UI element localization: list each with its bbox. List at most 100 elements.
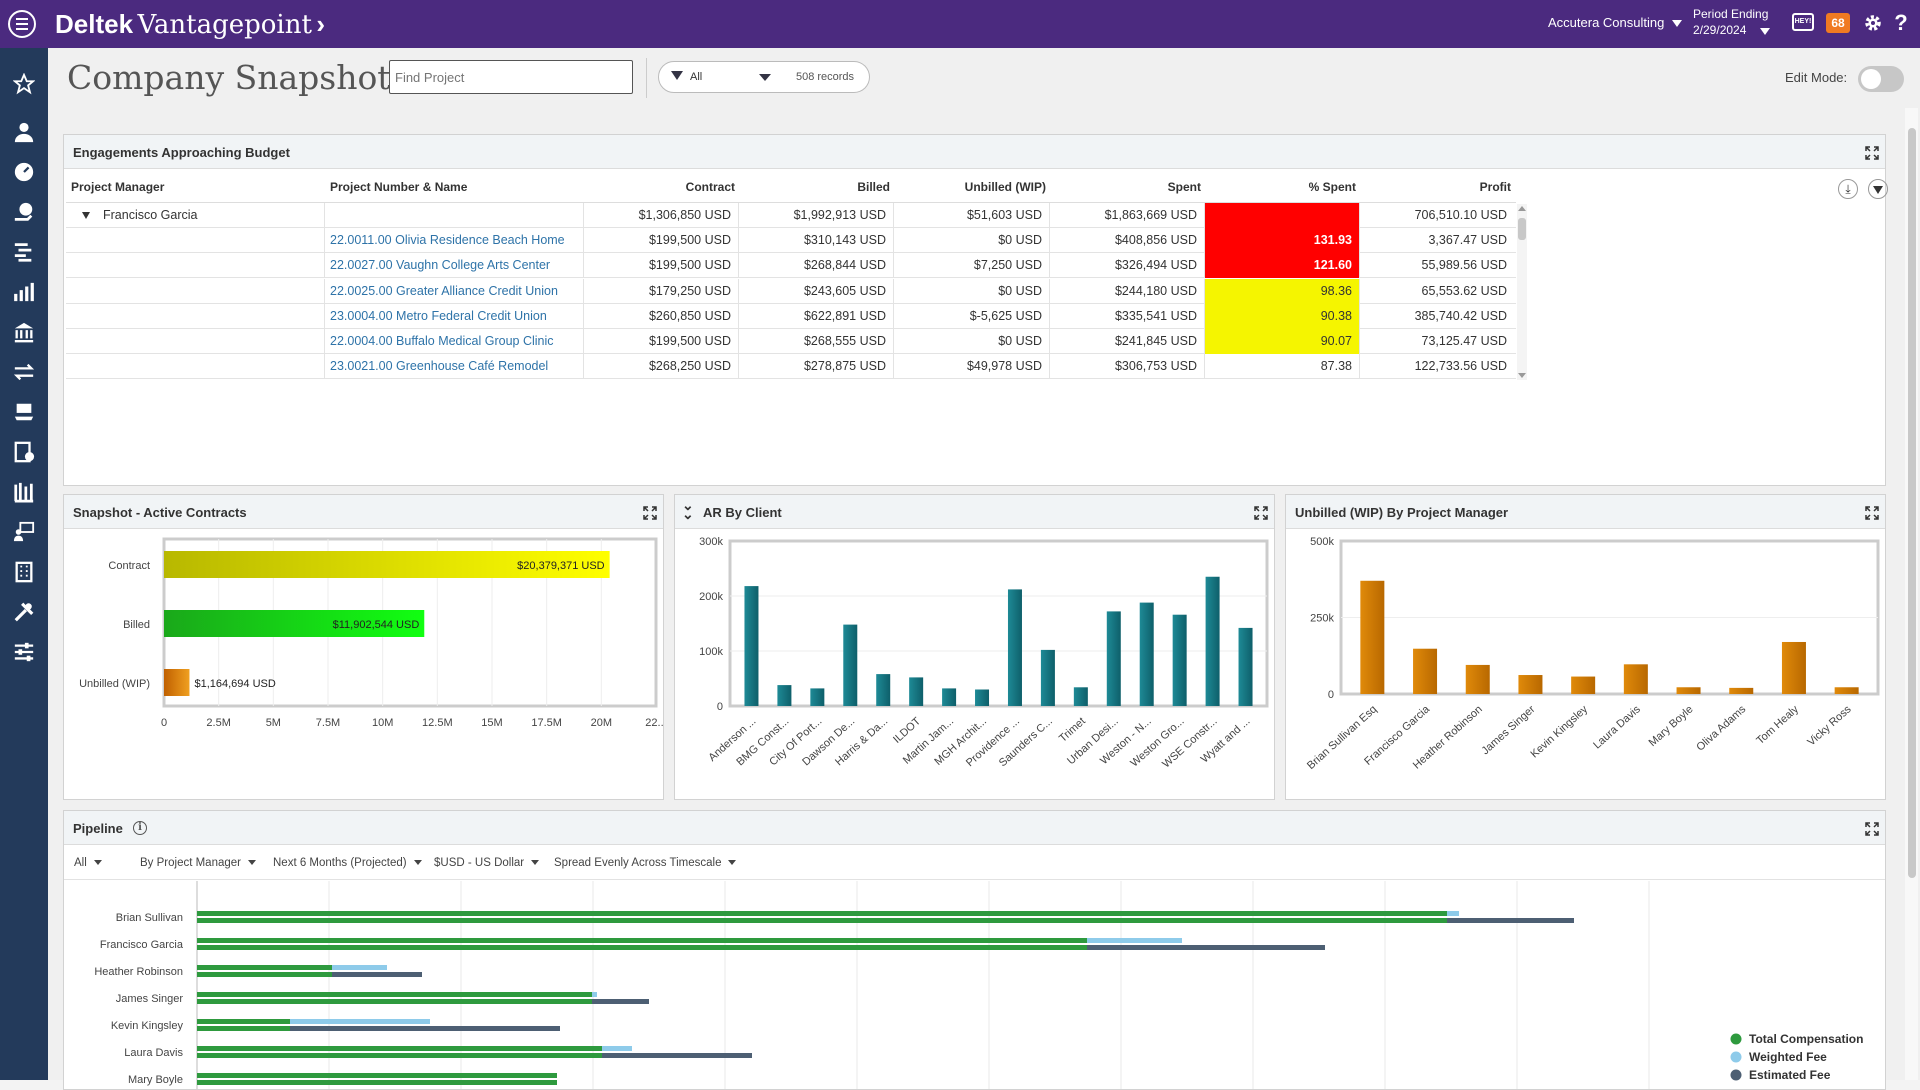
cell-name[interactable]: 23.0004.00 Metro Federal Credit Union: [330, 308, 547, 323]
legend-swatch: [1730, 1069, 1742, 1081]
bar: [1007, 589, 1022, 706]
dashboard-gauge-icon[interactable]: [8, 156, 40, 188]
table-scrollbar[interactable]: [1517, 204, 1527, 380]
x-tick-label: 20M: [591, 717, 612, 729]
cell-profit: 706,510.10 USD: [1414, 208, 1507, 222]
th-pct-spent[interactable]: % Spent: [1308, 180, 1356, 194]
sliders-icon[interactable]: [8, 636, 40, 668]
th-spent[interactable]: Spent: [1167, 180, 1201, 194]
help-icon[interactable]: ?: [1894, 10, 1908, 35]
y-tick-label: 500k: [1310, 536, 1334, 548]
estimated-fee-bar: [1087, 945, 1325, 950]
th-billed[interactable]: Billed: [857, 180, 890, 194]
company-selector[interactable]: Accutera Consulting: [1548, 15, 1682, 30]
y-tick-label: 300k: [699, 536, 723, 548]
app-logo[interactable]: Deltek Vantagepoint ›: [55, 8, 325, 40]
hey-chat-icon[interactable]: HEY!: [1792, 13, 1814, 31]
tools-icon[interactable]: [8, 596, 40, 628]
cell-name[interactable]: 22.0004.00 Buffalo Medical Group Clinic: [330, 334, 554, 348]
ledger-icon[interactable]: [8, 436, 40, 468]
pipeline-filter-group[interactable]: By Project Manager: [140, 857, 256, 869]
manager-label: Brian Sullivan: [116, 912, 183, 924]
find-project-input[interactable]: [389, 60, 633, 94]
export-icon[interactable]: ⤓: [1838, 179, 1858, 199]
expand-icon[interactable]: [1865, 822, 1879, 836]
pipeline-filter-period[interactable]: Next 6 Months (Projected): [273, 857, 422, 869]
gear-icon[interactable]: [1862, 12, 1884, 34]
bar-chart-icon[interactable]: [8, 276, 40, 308]
cell-pct: 98.36: [1320, 283, 1352, 298]
category-label: Unbilled (WIP): [79, 678, 150, 690]
table-row[interactable]: 23.0021.00 Greenhouse Café Remodel $268,2…: [66, 354, 1516, 380]
person-icon[interactable]: [8, 116, 40, 148]
cell-spent: $306,753 USD: [1114, 359, 1197, 374]
th-project-number-name[interactable]: Project Number & Name: [330, 180, 468, 194]
scroll-up-icon[interactable]: [1518, 206, 1526, 211]
th-unbilled[interactable]: Unbilled (WIP): [964, 180, 1046, 194]
table-row[interactable]: 23.0004.00 Metro Federal Credit Union $26…: [66, 303, 1516, 329]
bar: [1040, 649, 1055, 706]
pipeline-filter-all[interactable]: All: [74, 857, 102, 869]
info-icon[interactable]: i: [133, 821, 147, 835]
column-divider: [324, 329, 325, 354]
column-divider: [583, 253, 584, 279]
transfer-arrows-icon[interactable]: [8, 356, 40, 388]
money-stack-icon[interactable]: [8, 396, 40, 428]
legend-label: Total Compensation: [1749, 1032, 1863, 1046]
th-contract[interactable]: Contract: [685, 180, 735, 194]
project-tree-icon[interactable]: [8, 236, 40, 268]
cell-billed: $268,844 USD: [803, 258, 886, 273]
active-contracts-title: Snapshot - Active Contracts: [73, 505, 247, 520]
bar: [876, 674, 891, 706]
column-divider: [893, 329, 894, 354]
group-row[interactable]: Francisco Garcia $1,306,850 USD $1,992,913…: [66, 203, 1516, 228]
bar: [1360, 580, 1385, 694]
cell-contract: $199,500 USD: [648, 258, 731, 273]
filter-dropdown[interactable]: All: [658, 61, 782, 93]
collapse-chevrons-icon[interactable]: ⌄ ⌄: [682, 497, 694, 522]
cell-name[interactable]: 22.0027.00 Vaughn College Arts Center: [330, 258, 551, 273]
caret-down-icon: [1671, 20, 1682, 28]
edit-mode-toggle[interactable]: [1858, 66, 1904, 92]
hamburger-menu-icon[interactable]: [6, 8, 38, 40]
expand-icon[interactable]: [643, 506, 657, 520]
notification-badge[interactable]: 68: [1826, 13, 1850, 33]
globe-hand-icon[interactable]: [8, 196, 40, 228]
weighted-fee-bar: [290, 1019, 430, 1024]
table-row[interactable]: 22.0004.00 Buffalo Medical Group Clinic $…: [66, 329, 1516, 354]
presenter-icon[interactable]: [8, 516, 40, 548]
table-filter-icon[interactable]: [1868, 179, 1888, 199]
table-row[interactable]: 22.0025.00 Greater Alliance Credit Union…: [66, 278, 1516, 304]
table-row[interactable]: 22.0011.00 Olivia Residence Beach Home $1…: [66, 228, 1516, 254]
th-project-manager[interactable]: Project Manager: [71, 180, 165, 194]
cell-name[interactable]: 22.0011.00 Olivia Residence Beach Home: [330, 233, 565, 248]
expand-icon[interactable]: [1254, 506, 1268, 520]
dropdown-label: All: [74, 857, 87, 869]
cell-name[interactable]: 22.0025.00 Greater Alliance Credit Union: [330, 283, 558, 298]
category-label: Oliva Adams: [1694, 703, 1748, 754]
unbilled-by-pm-panel: Unbilled (WIP) By Project Manager 0 250k 5…: [1285, 494, 1886, 800]
cell-name[interactable]: 23.0021.00 Greenhouse Café Remodel: [330, 359, 549, 374]
pipeline-filter-spread[interactable]: Spread Evenly Across Timescale: [554, 857, 737, 869]
expand-icon[interactable]: [1865, 146, 1879, 160]
scroll-thumb[interactable]: [1518, 218, 1526, 240]
star-icon[interactable]: [8, 68, 40, 100]
column-divider: [1359, 303, 1360, 329]
y-tick-label: 100k: [699, 646, 723, 658]
legend-swatch: [1730, 1033, 1742, 1045]
period-selector[interactable]: Period Ending 2/29/2024: [1693, 6, 1770, 38]
page-scrollbar[interactable]: [1905, 108, 1918, 1080]
column-divider: [738, 228, 739, 254]
cell-profit: 73,125.47 USD: [1421, 334, 1507, 348]
collapse-triangle-icon[interactable]: [82, 212, 90, 219]
th-profit[interactable]: Profit: [1479, 180, 1511, 194]
expand-icon[interactable]: [1865, 506, 1879, 520]
scroll-down-icon[interactable]: [1518, 373, 1526, 378]
pipeline-filter-currency[interactable]: $USD - US Dollar: [434, 857, 540, 869]
records-count: 508 records: [781, 61, 870, 93]
bank-icon[interactable]: [8, 316, 40, 348]
library-icon[interactable]: [8, 476, 40, 508]
scroll-thumb[interactable]: [1908, 128, 1916, 878]
building-icon[interactable]: [8, 556, 40, 588]
table-row[interactable]: 22.0027.00 Vaughn College Arts Center $19…: [66, 253, 1516, 279]
